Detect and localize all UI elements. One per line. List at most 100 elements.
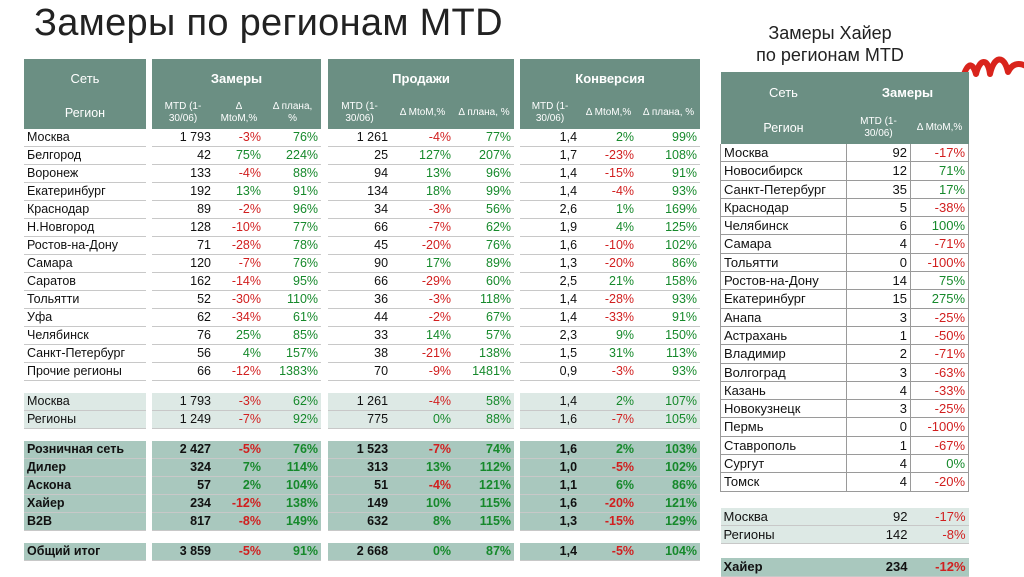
cell-value: 3	[846, 308, 911, 327]
row-label: Санкт-Петербург	[24, 344, 146, 363]
cell-value: 1,4	[520, 129, 581, 147]
cell-value: -17%	[910, 507, 969, 526]
table-row: Розничная сеть 2 427 -5% 76% 1 523 -7% 74% 1,6 2…	[24, 441, 701, 459]
cell-value: 89	[152, 200, 214, 219]
cell-value: 4%	[580, 218, 638, 237]
row-label: Новокузнецк	[720, 399, 847, 419]
table-row: Прочие регионы 66 -12% 1383% 70 -9% 1481% 0,9 -3…	[24, 362, 701, 381]
cell-value: -25%	[909, 308, 970, 327]
cell-value: 1	[846, 436, 911, 456]
haier-regions-body: Москва 92 -17% Новосибирск 12 71% Санкт-Петерб…	[720, 144, 970, 492]
cell-value: 76	[152, 326, 214, 345]
cell-value: -8%	[910, 525, 969, 545]
cell-value: 157%	[264, 344, 322, 363]
cell-value: 2%	[214, 476, 264, 495]
row-label: Краснодар	[720, 198, 847, 218]
cell-value: 76%	[454, 236, 515, 255]
cell-value: 13%	[214, 182, 264, 201]
cell-value: 77%	[264, 218, 322, 237]
cell-value: 0,9	[520, 362, 581, 381]
cell-value: 113%	[637, 344, 701, 363]
cell-value: 89%	[454, 254, 515, 273]
cell-value: -4%	[391, 476, 455, 495]
table-row: Воронеж 133 -4% 88% 94 13% 96% 1,4 -15% 91%	[24, 164, 701, 183]
haier-subtitle-line2: по регионам MTD	[756, 45, 904, 65]
cell-value: 4	[846, 454, 911, 474]
cell-value: -3%	[391, 290, 455, 309]
cell-value: -2%	[214, 200, 264, 219]
cell-value: -7%	[580, 410, 638, 429]
cell-value: 149	[328, 494, 392, 513]
cell-value: 92	[846, 507, 911, 526]
cell-value: 96%	[454, 164, 515, 183]
cell-value: 76%	[264, 441, 322, 459]
cell-value: -3%	[391, 200, 455, 219]
cell-value: -10%	[580, 236, 638, 255]
cell-value: 42	[152, 146, 214, 165]
haier-group-header: Замеры	[846, 72, 969, 112]
sub-header: MTD (1-30/06)	[328, 97, 392, 129]
cell-value: 0%	[391, 543, 455, 561]
cell-value: 6%	[580, 476, 638, 495]
table-row: Аскона 57 2% 104% 51 -4% 121% 1,1 6% 86%	[24, 476, 701, 495]
total-body: Общий итог 3 859 -5% 91% 2 668 0% 87% 1,4 -5% 104…	[24, 543, 701, 561]
cell-value: 142	[846, 525, 911, 545]
row-label: Новосибирск	[720, 161, 847, 181]
table-row: Тольятти 52 -30% 110% 36 -3% 118% 1,4 -28% 93%	[24, 290, 701, 309]
table-row: Астрахань 1 -50%	[720, 326, 970, 346]
cell-value: 207%	[454, 146, 515, 165]
cell-value: 118%	[454, 290, 515, 309]
cell-value: 56%	[454, 200, 515, 219]
cell-value: 94	[328, 164, 392, 183]
cell-value: 234	[152, 494, 214, 513]
cell-value: 169%	[637, 200, 701, 219]
col-region-header: Регион	[24, 97, 146, 129]
cell-value: 0	[846, 417, 911, 437]
cell-value: -29%	[391, 272, 455, 291]
cell-value: 0%	[391, 410, 455, 429]
row-label: B2B	[24, 512, 146, 531]
cell-value: 134	[328, 182, 392, 201]
cell-value: -7%	[391, 218, 455, 237]
cell-value: 66	[152, 362, 214, 381]
cell-value: 77%	[454, 129, 515, 147]
row-label: Казань	[720, 381, 847, 401]
table-row: Н.Новгород 128 -10% 77% 66 -7% 62% 1,9 4% 125%	[24, 218, 701, 237]
channels-body: Розничная сеть 2 427 -5% 76% 1 523 -7% 74% 1,6 2…	[24, 441, 701, 531]
cell-value: 112%	[454, 458, 515, 477]
cell-value: 100%	[909, 216, 970, 236]
row-label: Волгоград	[720, 363, 847, 382]
cell-value: 121%	[637, 494, 701, 513]
cell-value: 9%	[580, 326, 638, 345]
cell-value: 1,4	[520, 308, 581, 327]
table-row: Казань 4 -33%	[720, 381, 970, 401]
cell-value: 99%	[454, 182, 515, 201]
cell-value: 99%	[637, 129, 701, 147]
row-label: Общий итог	[24, 543, 146, 561]
cell-value: -14%	[214, 272, 264, 291]
table-row: Краснодар 89 -2% 96% 34 -3% 56% 2,6 1% 169%	[24, 200, 701, 219]
cell-value: 18%	[391, 182, 455, 201]
cell-value: -12%	[214, 494, 264, 513]
cell-value: 2%	[580, 393, 638, 411]
row-label: Ставрополь	[720, 436, 847, 456]
row-label: Регионы	[720, 525, 847, 545]
haier-col-region-header: Регион	[720, 112, 847, 144]
cell-value: 1,9	[520, 218, 581, 237]
cell-value: 25%	[214, 326, 264, 345]
cell-value: -3%	[580, 362, 638, 381]
row-label: Розничная сеть	[24, 441, 146, 459]
row-label: Хайер	[24, 494, 146, 513]
row-label: Москва	[24, 129, 146, 147]
cell-value: -7%	[214, 254, 264, 273]
cell-value: 91%	[264, 182, 322, 201]
row-label: Хайер	[720, 558, 847, 577]
table-row: Анапа 3 -25%	[720, 308, 970, 327]
cell-value: -38%	[909, 198, 970, 218]
cell-value: 62%	[454, 218, 515, 237]
cell-value: 66	[328, 272, 392, 291]
cell-value: 1,1	[520, 476, 581, 495]
split-body: Москва 1 793 -3% 62% 1 261 -4% 58% 1,4 2% 107% Рег…	[24, 393, 701, 429]
cell-value: 114%	[264, 458, 322, 477]
table-row: Краснодар 5 -38%	[720, 198, 970, 218]
